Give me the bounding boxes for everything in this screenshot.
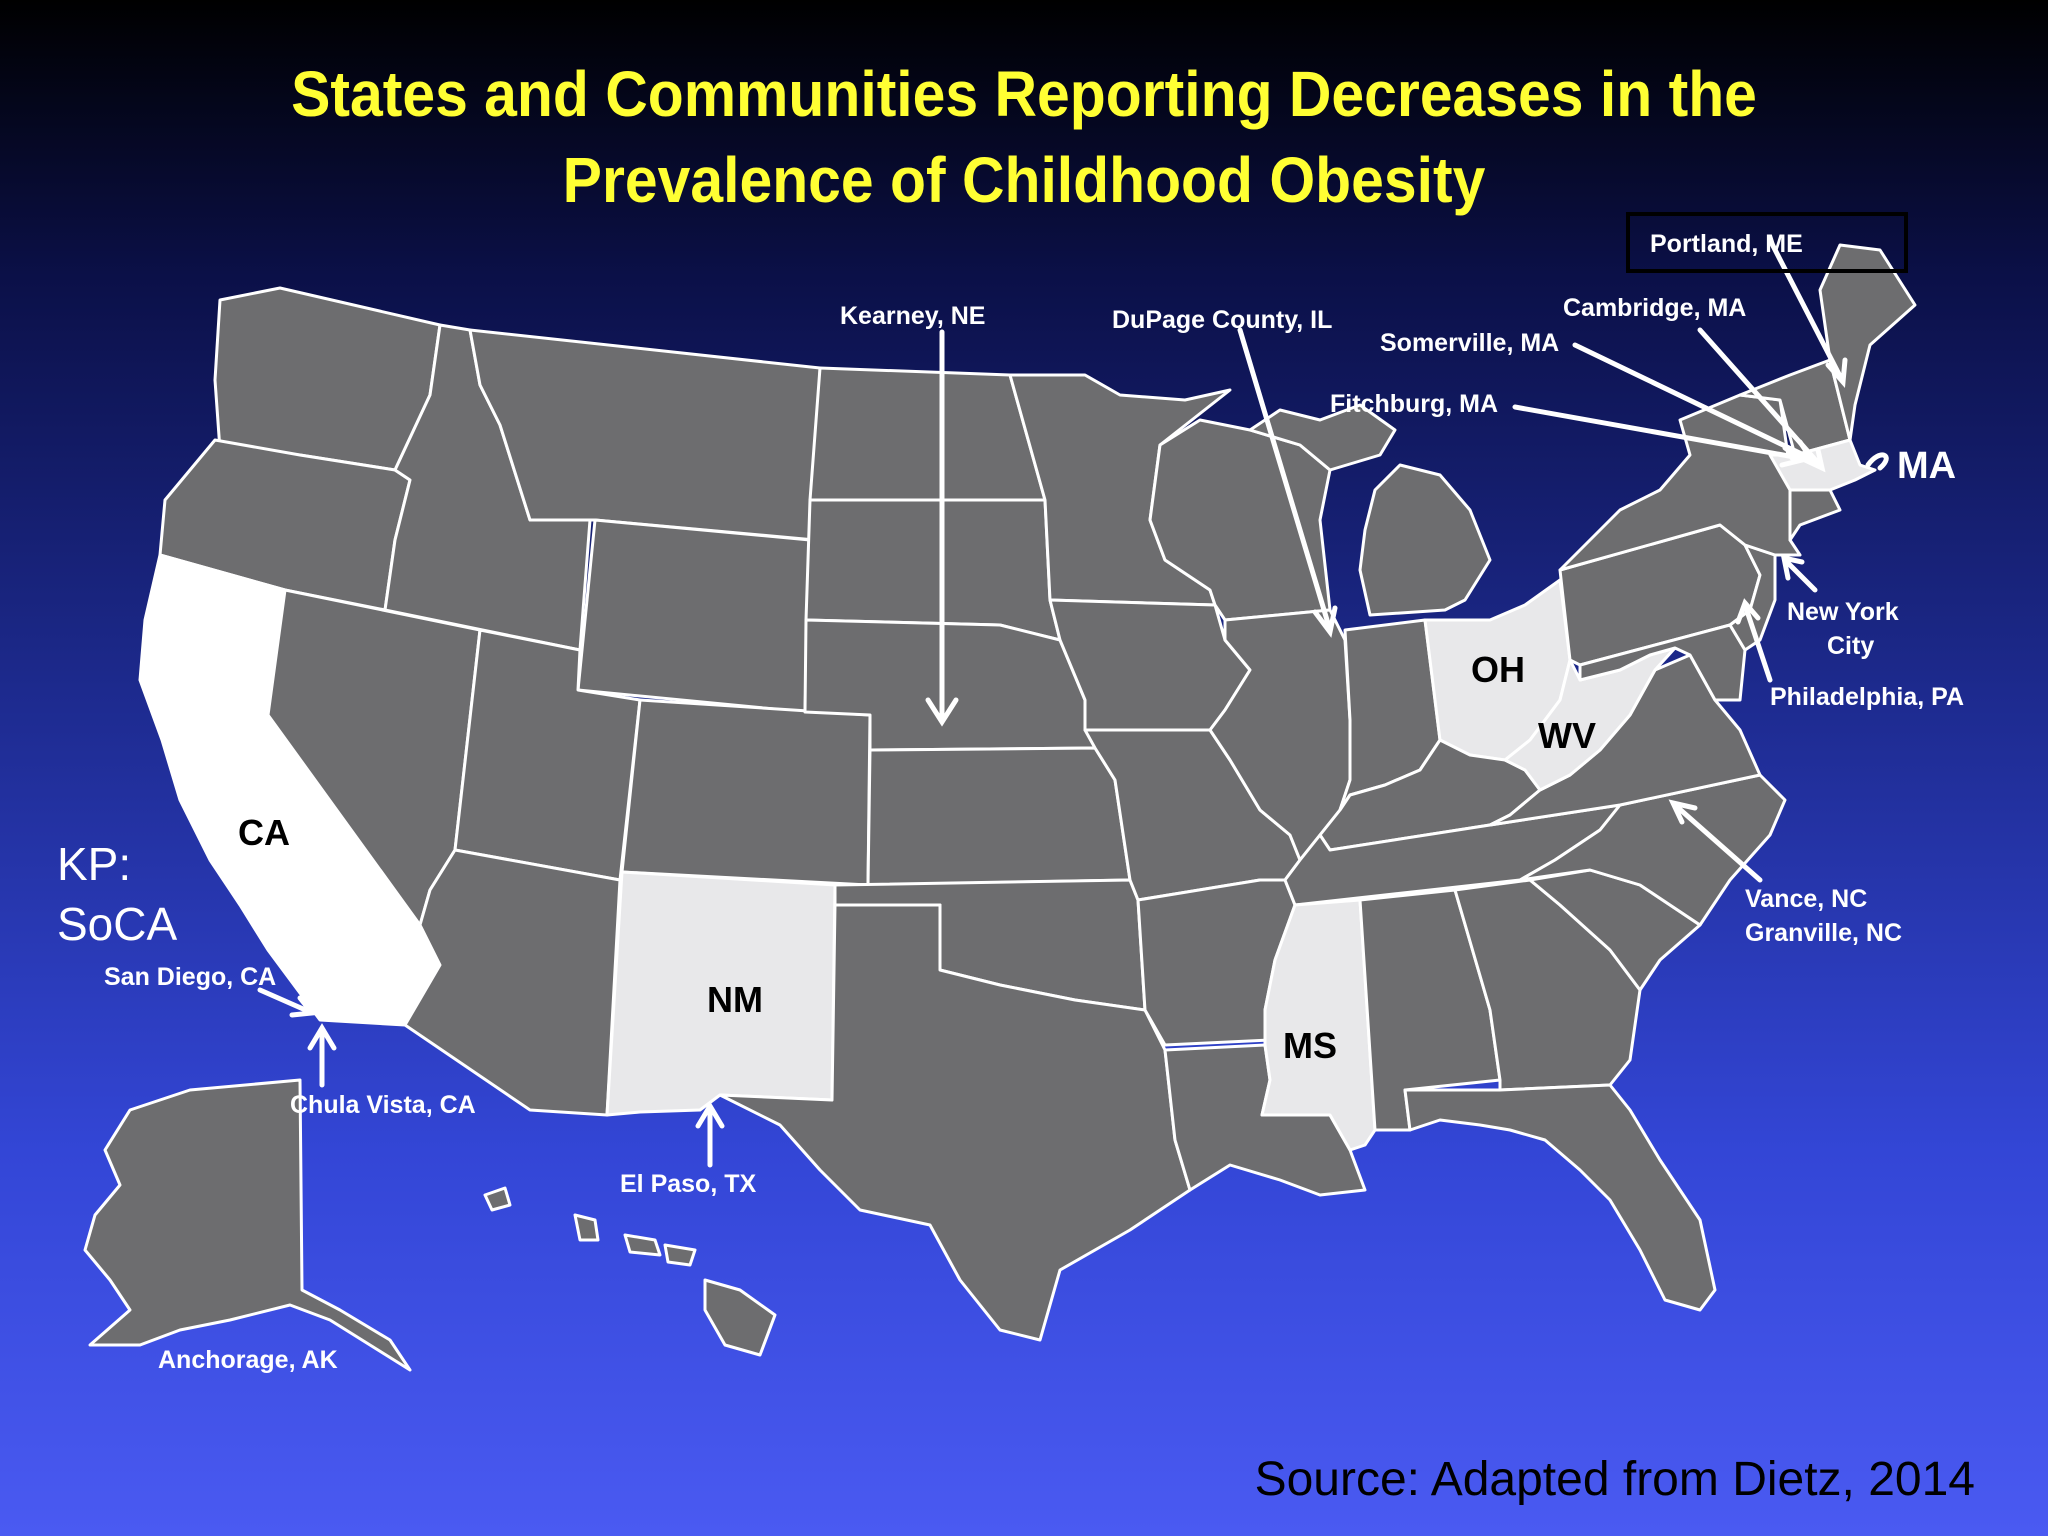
label-vance: Vance, NC	[1745, 885, 1867, 913]
state-mi-lower	[1358, 463, 1492, 617]
arrow-portland	[1767, 237, 1848, 389]
label-kearney: Kearney, NE	[840, 302, 985, 330]
arrow-nc	[1668, 799, 1763, 883]
state-mi-upper	[1248, 403, 1397, 472]
state-me	[1818, 243, 1917, 442]
arrow-fitchburg	[1512, 404, 1808, 468]
state-hi-2	[573, 1213, 600, 1242]
label-wv: WV	[1538, 715, 1596, 756]
state-az	[403, 848, 622, 1117]
label-ms: MS	[1283, 1025, 1337, 1066]
arrow-dupage	[1237, 327, 1338, 638]
state-nd	[808, 366, 1047, 502]
state-ct	[1788, 488, 1842, 542]
state-fl	[1403, 1083, 1717, 1312]
label-nyc-line2: City	[1827, 632, 1874, 660]
arrow-philadelphia	[1735, 598, 1773, 683]
state-tx	[718, 903, 1192, 1342]
state-nc	[1518, 773, 1787, 927]
label-san-diego: San Diego, CA	[104, 963, 276, 991]
title-line-2: Prevalence of Childhood Obesity	[562, 144, 1486, 216]
label-philadelphia: Philadelphia, PA	[1770, 683, 1964, 711]
label-dupage: DuPage County, IL	[1112, 306, 1332, 334]
kp-label-line1: KP:	[57, 838, 131, 890]
state-sd	[804, 498, 1062, 642]
arrow-san-diego	[257, 987, 317, 1018]
state-shapes	[83, 243, 1917, 1372]
arrow-nyc	[1780, 554, 1818, 593]
state-wy	[576, 518, 812, 714]
label-ma: MA	[1897, 445, 1956, 487]
label-ca: CA	[238, 812, 290, 853]
state-nj	[1728, 543, 1777, 652]
state-ak	[83, 1078, 412, 1372]
arrow-kearney	[925, 329, 959, 727]
state-hi-1	[483, 1186, 512, 1212]
label-cambridge: Cambridge, MA	[1563, 294, 1746, 322]
label-portland: Portland, ME	[1650, 230, 1803, 258]
state-ks	[866, 746, 1132, 887]
portland-highlight-box	[1626, 212, 1908, 273]
label-el-paso: El Paso, TX	[620, 1170, 756, 1198]
state-co	[620, 698, 872, 887]
state-ny	[1558, 393, 1802, 572]
state-hi-3	[623, 1233, 662, 1257]
label-anchorage: Anchorage, AK	[158, 1346, 338, 1374]
label-chula-vista: Chula Vista, CA	[290, 1091, 476, 1119]
arrow-el-paso	[695, 1101, 725, 1168]
state-hi-5	[703, 1278, 777, 1357]
label-nyc-line1: New York	[1787, 598, 1899, 626]
label-fitchburg: Fitchburg, MA	[1330, 390, 1498, 418]
arrow-ma	[1865, 452, 1889, 471]
label-oh: OH	[1471, 649, 1525, 690]
title-line-1: States and Communities Reporting Decreas…	[291, 58, 1757, 130]
label-nm: NM	[707, 979, 763, 1020]
label-somerville: Somerville, MA	[1380, 329, 1559, 357]
arrow-chula-vista	[307, 1023, 337, 1088]
state-hi-4	[663, 1243, 697, 1267]
pointer-arrows	[257, 237, 1889, 1168]
kp-label-line2: SoCA	[57, 898, 177, 950]
label-granville: Granville, NC	[1745, 919, 1902, 947]
source-note: Source: Adapted from Dietz, 2014	[1255, 1453, 1975, 1506]
